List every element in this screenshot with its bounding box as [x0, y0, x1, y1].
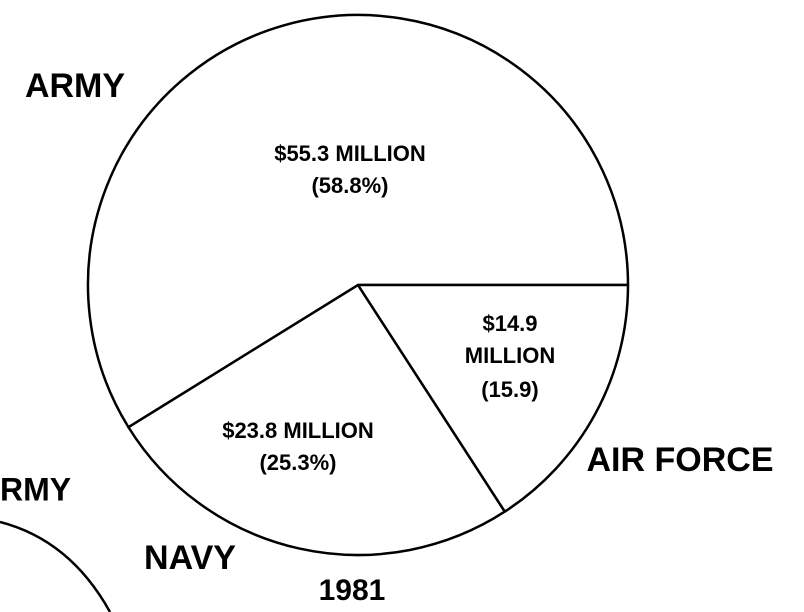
percent-label: (15.9) [481, 377, 538, 402]
pie-slice [86, 13, 630, 429]
neighbor-pie-label: RMY [0, 471, 71, 507]
value-label: $23.8 MILLION [222, 418, 374, 443]
neighbor-pie-edge [0, 520, 112, 612]
pie-slice [127, 283, 507, 557]
value-label-line: MILLION [465, 343, 555, 368]
pie-slice [356, 283, 630, 513]
value-label: $14.9 MILLION [465, 311, 555, 368]
category-label: ARMY [25, 67, 125, 105]
percent-label: (25.3%) [259, 450, 336, 475]
category-label: NAVY [144, 539, 236, 577]
chart-title: 1981 [319, 574, 386, 607]
value-label: $55.3 MILLION [274, 141, 426, 166]
value-label-line: $14.9 [482, 311, 537, 336]
percent-label: (58.8%) [311, 173, 388, 198]
category-label: AIR FORCE [587, 441, 774, 479]
